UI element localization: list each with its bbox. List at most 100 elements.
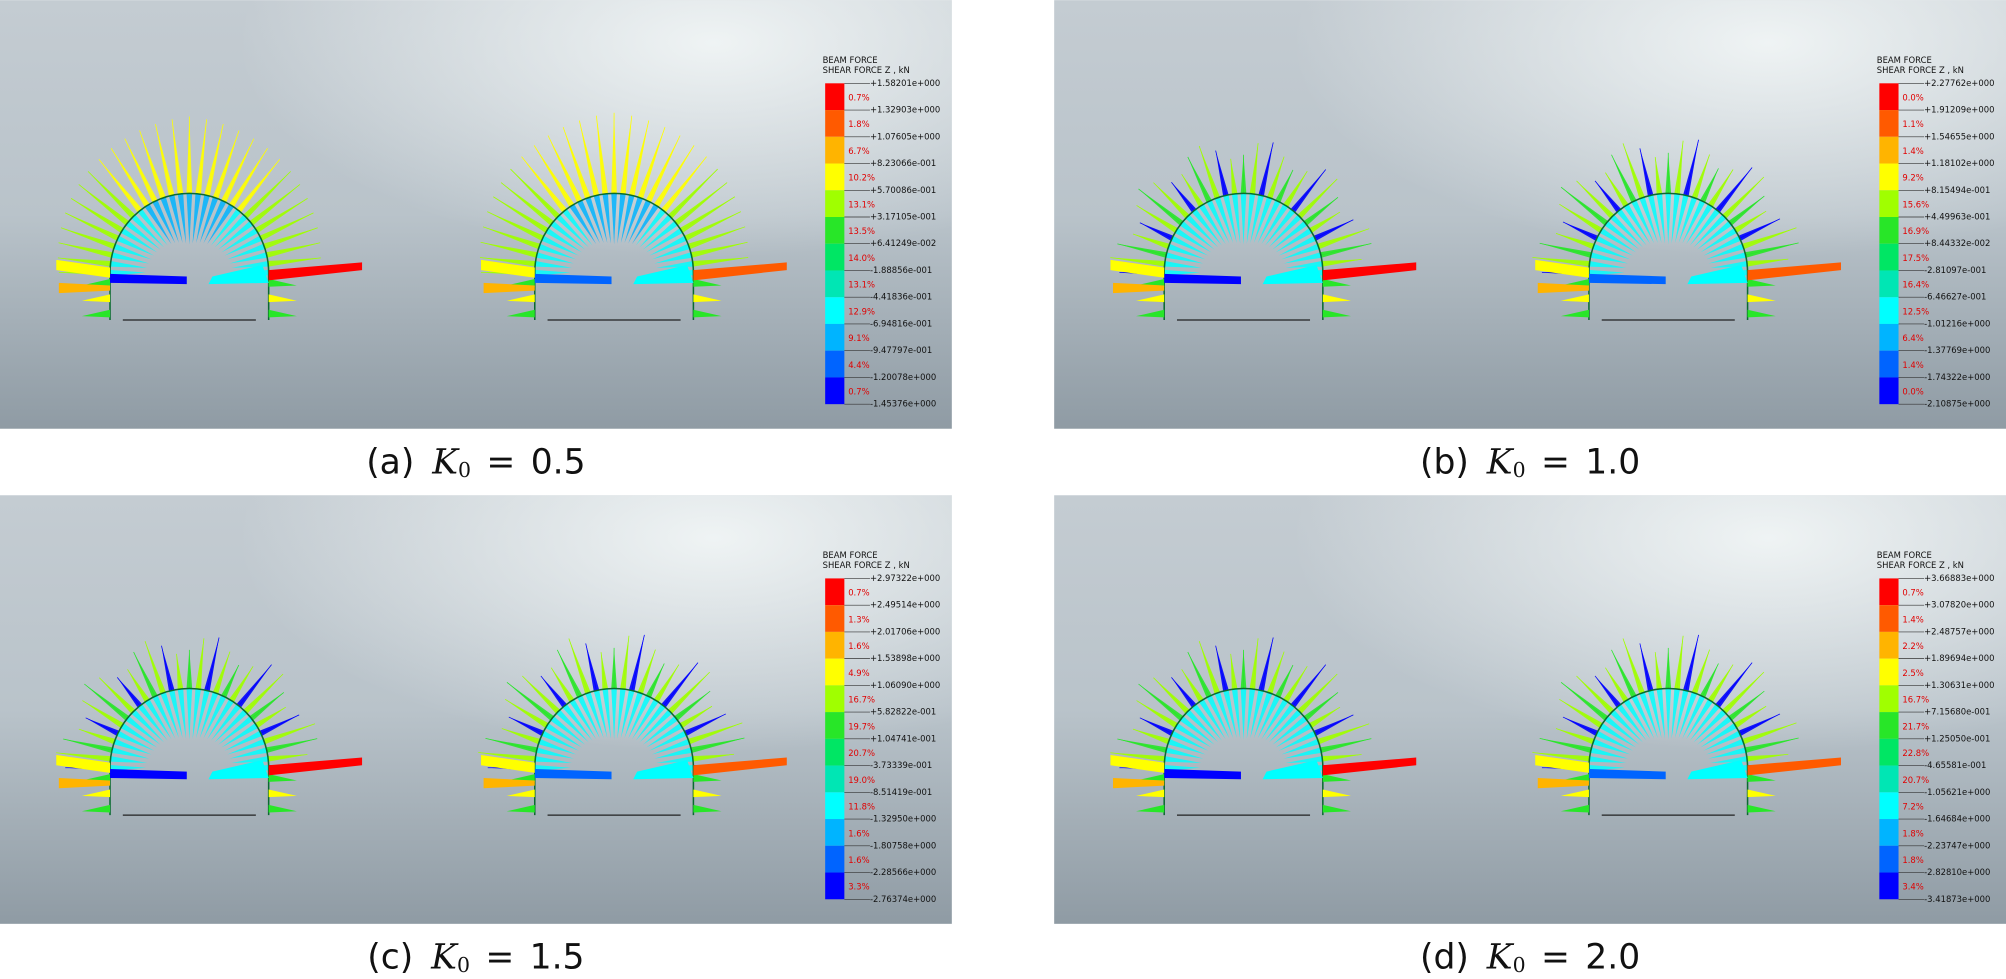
- force-line: [688, 226, 746, 247]
- inner-spike: [1689, 703, 1720, 741]
- force-spike: [620, 635, 629, 690]
- force-spike: [172, 119, 184, 195]
- legend-percentage: 1.6%: [848, 855, 869, 865]
- legend-swatch: [825, 190, 845, 218]
- force-line: [245, 673, 284, 712]
- legend-title: SHEAR FORCE Z , kN: [823, 65, 910, 75]
- force-line: [663, 662, 699, 706]
- inner-spike: [1589, 756, 1627, 764]
- force-spike: [212, 130, 240, 199]
- legend-tick-label: -1.32950e+000: [870, 814, 936, 824]
- beam-band: [58, 777, 111, 789]
- legend-title: BEAM FORCE: [1877, 55, 1932, 65]
- legend-tick-label: -2.82810e+000: [1924, 867, 1990, 877]
- force-line: [692, 753, 735, 760]
- force-line: [256, 706, 286, 726]
- force-line: [482, 226, 540, 247]
- legend-tick-label: +8.15494e-001: [1924, 185, 1990, 195]
- legend-percentage: 12.5%: [1902, 306, 1929, 316]
- beam-band: [534, 769, 612, 780]
- inner-spike: [1686, 699, 1713, 740]
- legend-tick-label: +1.25050e-001: [1924, 733, 1990, 743]
- force-spike: [204, 124, 224, 196]
- inner-spike: [111, 747, 150, 759]
- inner-spike: [137, 208, 168, 246]
- force-spike: [57, 257, 111, 267]
- legend-percentage: 11.8%: [848, 802, 875, 812]
- inner-spike: [538, 738, 577, 755]
- inner-spike: [628, 695, 652, 739]
- legend-tick-label: -2.28566e+000: [870, 867, 936, 877]
- inner-spike: [1671, 688, 1680, 739]
- wall-spike: [1747, 279, 1776, 287]
- inner-spike: [1604, 716, 1640, 745]
- legend-swatch: [825, 631, 845, 659]
- force-line: [1654, 156, 1660, 194]
- force-line: [533, 145, 573, 206]
- beam-band: [1164, 273, 1241, 285]
- inner-spike: [1631, 695, 1655, 739]
- force-line: [144, 640, 164, 694]
- force-spike: [124, 138, 158, 203]
- legend-percentage: 1.4%: [1902, 146, 1923, 156]
- inner-spike: [617, 688, 626, 739]
- legend-tick-label: +7.15680e-001: [1924, 707, 1990, 717]
- inner-spike: [649, 235, 687, 256]
- force-line: [98, 158, 141, 211]
- caption-subscript: 0: [457, 953, 470, 977]
- inner-spike: [652, 738, 690, 755]
- beam-band: [58, 282, 111, 294]
- legend-tick-label: +1.58201e+000: [870, 78, 940, 88]
- legend-swatch: [1879, 712, 1899, 739]
- inner-spike: [1179, 716, 1215, 745]
- force-line: [1310, 706, 1341, 726]
- wall-spike: [1322, 789, 1351, 798]
- inner-spike: [1675, 689, 1689, 739]
- legend-swatch: [825, 350, 845, 378]
- inner-spike: [1665, 688, 1672, 740]
- force-line: [1745, 737, 1799, 751]
- force-line: [1299, 178, 1338, 217]
- inner-spike: [1592, 243, 1631, 260]
- force-line: [508, 716, 543, 734]
- legend-percentage: 7.2%: [1902, 802, 1923, 812]
- force-line: [197, 119, 207, 194]
- render-glow: [0, 495, 952, 924]
- force-line: [1594, 180, 1620, 211]
- inner-spike: [611, 688, 617, 740]
- force-line: [56, 752, 111, 760]
- legend-percentage: 9.1%: [848, 333, 869, 343]
- inner-spike: [534, 260, 572, 268]
- caption-symbol: K: [1486, 937, 1515, 977]
- force-line: [1269, 156, 1285, 198]
- force-line: [622, 635, 630, 689]
- force-line: [78, 728, 115, 742]
- inner-spike: [577, 199, 600, 244]
- force-line: [480, 241, 537, 256]
- force-line: [568, 638, 589, 694]
- inner-spike: [168, 689, 183, 739]
- inner-spike: [1589, 260, 1627, 268]
- force-spike: [485, 738, 538, 753]
- inner-spike: [152, 199, 176, 244]
- force-line: [578, 120, 597, 196]
- inner-spike: [639, 214, 673, 248]
- inner-spike: [1250, 689, 1264, 739]
- force-spike: [620, 115, 632, 195]
- wall-spike: [1322, 804, 1351, 813]
- inner-spike: [617, 193, 626, 244]
- force-line: [550, 667, 573, 701]
- force-spike: [1655, 652, 1663, 690]
- caption: (d) K0 = 2.0: [1420, 937, 1640, 977]
- force-spike: [195, 119, 207, 195]
- force-spike: [645, 663, 665, 698]
- force-spike: [628, 120, 649, 196]
- force-line: [648, 663, 665, 697]
- legend-tick-label: -1.05621e+000: [1924, 787, 1990, 797]
- force-line: [1742, 227, 1797, 247]
- force-line: [478, 752, 536, 760]
- inner-spike: [1595, 235, 1634, 256]
- force-spike: [63, 738, 113, 753]
- force-spike: [501, 728, 541, 745]
